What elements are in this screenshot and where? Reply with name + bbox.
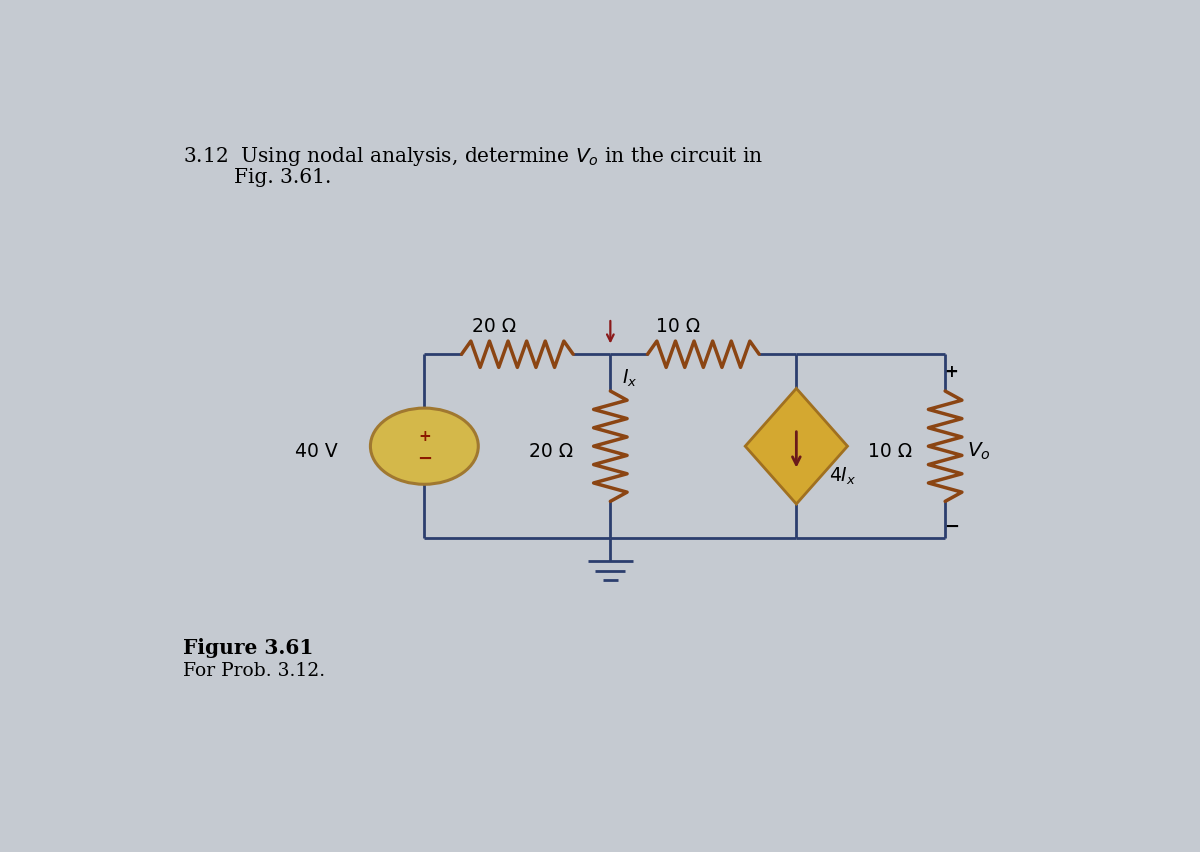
Text: $I_x$: $I_x$ [623, 367, 638, 389]
Text: $4I_x$: $4I_x$ [829, 465, 857, 486]
Text: 20 Ω: 20 Ω [529, 442, 574, 461]
Text: $V_o$: $V_o$ [966, 440, 990, 462]
Text: 10 Ω: 10 Ω [869, 442, 912, 461]
Text: Figure 3.61: Figure 3.61 [182, 637, 313, 657]
Polygon shape [745, 389, 847, 504]
Text: Fig. 3.61.: Fig. 3.61. [182, 168, 331, 187]
Text: −: − [416, 450, 432, 468]
Text: 10 Ω: 10 Ω [656, 316, 701, 335]
Circle shape [371, 409, 479, 485]
Text: 3.12  Using nodal analysis, determine $V_o$ in the circuit in: 3.12 Using nodal analysis, determine $V_… [182, 145, 763, 168]
Text: 40 V: 40 V [295, 442, 338, 461]
Text: +: + [944, 362, 959, 380]
Text: For Prob. 3.12.: For Prob. 3.12. [182, 661, 325, 679]
Text: −: − [944, 518, 959, 536]
Text: 20 Ω: 20 Ω [472, 316, 516, 335]
Text: +: + [418, 429, 431, 444]
